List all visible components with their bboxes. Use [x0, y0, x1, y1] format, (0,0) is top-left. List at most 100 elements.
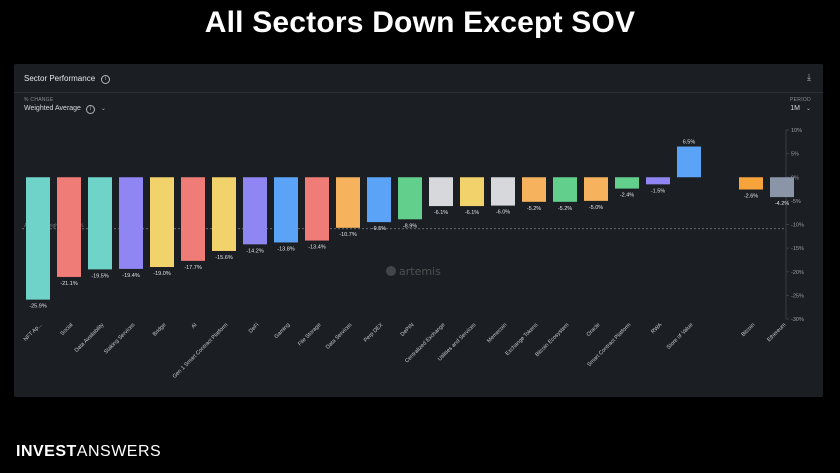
bar — [429, 177, 453, 207]
x-tick-label: File Storage — [297, 322, 322, 347]
x-tick-label: Bitcoin — [740, 322, 756, 338]
bar — [212, 177, 236, 251]
bar — [57, 177, 81, 277]
bar-value-label: -13.8% — [277, 246, 295, 252]
period-select-value: 1M — [790, 105, 801, 112]
x-tick-label: Bridge — [152, 322, 167, 337]
bar-value-label: -8.9% — [403, 223, 417, 229]
x-tick-label: DePIN — [400, 322, 416, 338]
x-tick-label: Ethereum — [766, 322, 787, 343]
x-tick-label: Staking Services — [103, 322, 136, 355]
bar-value-label: 6.5% — [683, 140, 696, 146]
bar-value-label: -19.4% — [122, 273, 140, 279]
bar — [119, 177, 143, 269]
headline: All Sectors Down Except SOV — [204, 6, 636, 39]
bar-value-label: -19.0% — [153, 271, 171, 277]
bar — [739, 177, 763, 190]
x-tick-label: Bitcoin Ecosystem — [534, 322, 570, 358]
period-select[interactable]: 1M ⌄ — [790, 105, 811, 112]
bar — [398, 177, 422, 220]
x-tick-label: Data Availability — [74, 322, 106, 354]
bar-value-label: -4.2% — [775, 201, 789, 207]
metric-info-icon[interactable]: i — [85, 105, 95, 114]
bar-value-label: -21.1% — [60, 281, 78, 287]
x-tick-label: Social — [60, 322, 75, 337]
panel-header: Sector Performance i ⤓ — [14, 64, 823, 93]
x-tick-label: Gen 1 Smart Contract Platform — [172, 322, 230, 380]
bar-value-label: -2.6% — [744, 194, 758, 200]
panel-title: Sector Performance — [24, 74, 96, 83]
bar — [181, 177, 205, 261]
bar-value-label: -25.9% — [29, 304, 47, 310]
brand-part-2: ANSWERS — [76, 443, 162, 460]
y-tick-label: -15% — [791, 246, 804, 252]
artemis-watermark-text: artemis — [399, 265, 441, 278]
metric-select-value: Weighted Average — [24, 105, 81, 112]
bar-value-label: -6.0% — [496, 210, 510, 216]
bar-value-label: -17.7% — [184, 265, 202, 271]
artemis-logo-icon — [386, 266, 396, 276]
y-tick-label: 10% — [791, 128, 802, 134]
bar — [553, 177, 577, 202]
chevron-down-icon: ⌄ — [100, 105, 106, 112]
bar-value-label: -5.0% — [589, 205, 603, 211]
bar — [274, 177, 298, 243]
bar — [584, 177, 608, 201]
x-tick-label: Perp DEX — [363, 322, 385, 344]
artemis-watermark: artemis — [386, 265, 441, 278]
bar — [491, 177, 515, 206]
x-tick-label: Oracle — [586, 322, 602, 338]
y-tick-label: -5% — [791, 199, 801, 205]
bar-value-label: -15.6% — [215, 255, 233, 261]
x-tick-label: Gaming — [274, 322, 292, 340]
y-tick-label: 5% — [791, 152, 799, 158]
bar-value-label: -2.4% — [620, 193, 634, 199]
x-tick-label: Memecoin — [486, 322, 508, 344]
metric-label: % CHANGE — [24, 97, 54, 103]
bar-value-label: -13.4% — [308, 245, 326, 251]
bar — [522, 177, 546, 202]
x-tick-label: Data Services — [325, 322, 354, 351]
x-tick-label: NFT Ap... — [23, 322, 44, 343]
y-tick-label: -30% — [791, 317, 804, 323]
bar-value-label: -9.5% — [372, 226, 386, 232]
bar — [677, 146, 701, 178]
y-tick-label: 0% — [791, 175, 799, 181]
bar-value-label: -19.5% — [91, 273, 109, 279]
metric-select[interactable]: Weighted Average i ⌄ — [24, 105, 106, 114]
bar — [460, 177, 484, 207]
bar — [770, 177, 794, 198]
y-tick-label: -10% — [791, 223, 804, 229]
bar — [336, 177, 360, 228]
brand-part-1: INVEST — [16, 443, 77, 460]
x-tick-label: AI — [190, 322, 198, 330]
y-tick-label: -20% — [791, 270, 804, 276]
bar — [243, 177, 267, 245]
x-tick-label: DeFi — [248, 322, 260, 334]
investanswers-logo: INVESTANSWERS — [16, 443, 161, 461]
x-tick-label: Store of Value — [666, 322, 695, 351]
bar-value-label: -14.2% — [246, 248, 264, 254]
bar — [367, 177, 391, 223]
info-icon[interactable]: i — [101, 75, 110, 84]
bar — [88, 177, 112, 270]
bar — [615, 177, 639, 189]
bar — [305, 177, 329, 241]
period-chevron-down-icon: ⌄ — [805, 105, 811, 112]
average-reference-label: Average Weighted: -10.9% — [24, 223, 84, 229]
sector-performance-chart: 10% 5% 0% -5% -10% -15% -20% -25% -30% Average We… — [22, 128, 804, 380]
bar-value-label: -6.1% — [465, 210, 479, 216]
bar-value-label: -6.1% — [434, 210, 448, 216]
bar — [150, 177, 174, 268]
x-tick-label: RWA — [650, 322, 663, 335]
bar-value-label: -5.2% — [558, 206, 572, 212]
bar — [26, 177, 50, 300]
sector-performance-panel: Sector Performance i ⤓ % CHANGE Weighted… — [14, 64, 823, 397]
bar-value-label: -1.5% — [651, 188, 665, 194]
download-icon[interactable]: ⤓ — [807, 73, 811, 83]
bar-value-label: -5.2% — [527, 206, 541, 212]
y-tick-label: -25% — [791, 293, 804, 299]
period-label: PERIOD — [790, 97, 811, 103]
x-tick-label: Exchange Tokens — [505, 322, 540, 357]
bar — [646, 177, 670, 185]
